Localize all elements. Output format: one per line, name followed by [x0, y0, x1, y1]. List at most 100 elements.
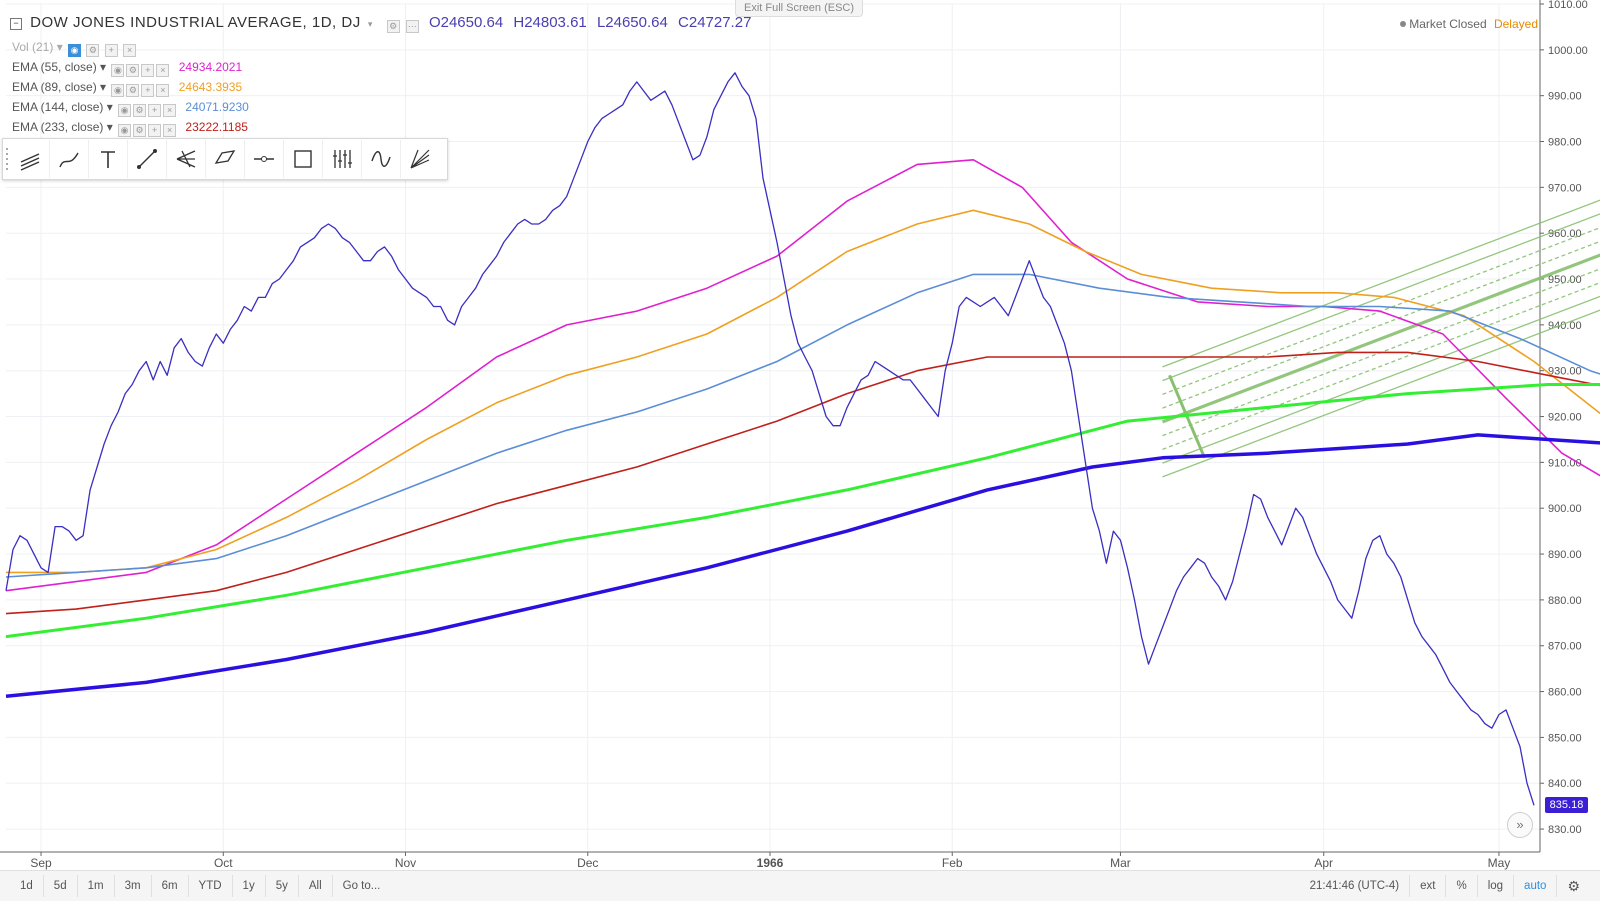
pattern-icon[interactable] [206, 140, 245, 178]
close-icon[interactable]: × [163, 124, 177, 137]
y-tick-label: 890.00 [1548, 549, 1582, 561]
horizontal-line-icon[interactable] [245, 140, 284, 178]
y-tick-label: 930.00 [1548, 366, 1582, 378]
ema-series-line [5, 273, 1600, 578]
y-tick-label: 980.00 [1548, 137, 1582, 149]
y-tick-label: 840.00 [1548, 778, 1582, 790]
goto-button[interactable]: Go to... [342, 880, 381, 892]
ema-series-line [5, 433, 1600, 698]
y-tick-label: 880.00 [1548, 595, 1582, 607]
x-tick-label: Nov [395, 856, 416, 870]
x-tick-label: May [1488, 856, 1511, 870]
y-tick-label: 1010.00 [1548, 0, 1588, 11]
volume-indicator[interactable]: Vol (21) ▾ ◉ ⚙ + × [12, 40, 137, 57]
indicator-label: EMA (55, close) [12, 60, 97, 74]
y-tick-label: 1000.00 [1548, 45, 1588, 57]
indicator-label: EMA (89, close) [12, 80, 97, 94]
range-3m[interactable]: 3m [115, 875, 152, 897]
toggle-percent[interactable]: % [1446, 875, 1478, 897]
settings-icon[interactable]: ⚙ [133, 124, 147, 137]
range-5y[interactable]: 5y [266, 875, 299, 897]
settings-icon[interactable]: ⚙ [133, 104, 147, 117]
add-icon[interactable]: + [104, 44, 118, 57]
indicator-value: 24071.9230 [185, 100, 249, 114]
x-tick-label: Sep [30, 856, 52, 870]
range-6m[interactable]: 6m [152, 875, 189, 897]
chevron-down-icon[interactable]: ▾ [367, 19, 373, 29]
indicator-label: EMA (144, close) [12, 100, 104, 114]
pitchfork-icon[interactable] [167, 140, 206, 178]
channel-line [1161, 253, 1600, 424]
eye-icon[interactable]: ◉ [118, 104, 132, 117]
ohlc-high: H24803.61 [513, 14, 587, 31]
bottom-toolbar: 1d 5d 1m 3m 6m YTD 1y 5y All Go to... 21… [0, 870, 1600, 901]
close-icon[interactable]: × [123, 44, 137, 57]
settings-icon[interactable]: ⚙ [386, 20, 400, 33]
rectangle-icon[interactable] [284, 140, 323, 178]
indicator-ema-233[interactable]: EMA (233, close) ▾ ◉ ⚙ + × 23222.1185 [12, 120, 248, 137]
indicator-value: 24643.3935 [178, 80, 243, 94]
scroll-to-realtime-icon[interactable]: » [1507, 812, 1533, 838]
market-status-text: Market Closed [1409, 17, 1487, 31]
indicator-ema-144[interactable]: EMA (144, close) ▾ ◉ ⚙ + × 24071.9230 [12, 100, 249, 117]
settings-icon[interactable]: ⚙ [126, 84, 140, 97]
toggle-auto[interactable]: auto [1514, 875, 1558, 897]
fib-fan-icon[interactable] [401, 140, 439, 178]
y-tick-label: 830.00 [1548, 824, 1582, 836]
collapse-icon[interactable]: − [10, 18, 22, 30]
chart-legend: − DOW JONES INDUSTRIAL AVERAGE, 1D, DJ ▾… [10, 14, 751, 33]
toggle-ext[interactable]: ext [1410, 875, 1447, 897]
range-all[interactable]: All [299, 875, 333, 897]
range-ytd[interactable]: YTD [189, 875, 233, 897]
y-tick-label: 870.00 [1548, 641, 1582, 653]
add-icon[interactable]: + [141, 84, 155, 97]
y-tick-label: 960.00 [1548, 228, 1582, 240]
y-tick-label: 900.00 [1548, 503, 1582, 515]
y-tick-label: 990.00 [1548, 91, 1582, 103]
gear-icon[interactable]: ⚙ [1567, 878, 1580, 894]
text-icon[interactable] [89, 140, 128, 178]
symbol-title[interactable]: DOW JONES INDUSTRIAL AVERAGE, 1D, DJ [30, 14, 361, 31]
indicator-value: 24934.2021 [178, 60, 243, 74]
eye-icon[interactable]: ◉ [111, 84, 125, 97]
y-tick-label: 920.00 [1548, 412, 1582, 424]
exit-fullscreen-button[interactable]: Exit Full Screen (ESC) [735, 0, 864, 17]
range-1m[interactable]: 1m [78, 875, 115, 897]
settings-icon[interactable]: ⚙ [126, 64, 140, 77]
x-tick-label: Apr [1314, 856, 1333, 870]
range-1d[interactable]: 1d [10, 875, 44, 897]
y-tick-label: 950.00 [1548, 274, 1582, 286]
close-icon[interactable]: × [156, 64, 170, 77]
settings-icon[interactable]: ⚙ [86, 44, 100, 57]
indicator-ema-89[interactable]: EMA (89, close) ▾ ◉ ⚙ + × 24643.3935 [12, 80, 243, 97]
line-icon[interactable] [128, 140, 167, 178]
more-icon[interactable]: ⋯ [405, 20, 419, 33]
ema-series-line [6, 209, 1600, 574]
add-icon[interactable]: + [148, 124, 162, 137]
indicator-ema-55[interactable]: EMA (55, close) ▾ ◉ ⚙ + × 24934.2021 [12, 60, 243, 77]
measure-icon[interactable] [323, 140, 362, 178]
y-tick-label: 850.00 [1548, 732, 1582, 744]
range-1y[interactable]: 1y [233, 875, 266, 897]
add-icon[interactable]: + [148, 104, 162, 117]
trend-lines-icon[interactable] [11, 140, 50, 178]
drawing-toolbar [2, 138, 448, 180]
clock: 21:41:46 (UTC-4) [1300, 875, 1411, 897]
close-icon[interactable]: × [156, 84, 170, 97]
indicator-value: 23222.1185 [185, 120, 248, 134]
ema-series-line [5, 159, 1600, 592]
ema-series-line [5, 383, 1600, 639]
close-icon[interactable]: × [163, 104, 177, 117]
eye-icon[interactable]: ◉ [118, 124, 132, 137]
channel-line [1162, 226, 1600, 395]
brush-icon[interactable] [50, 140, 89, 178]
drag-handle-icon[interactable] [3, 139, 11, 179]
toggle-log[interactable]: log [1478, 875, 1515, 897]
y-tick-label: 940.00 [1548, 320, 1582, 332]
eye-icon[interactable]: ◉ [68, 44, 82, 57]
eye-icon[interactable]: ◉ [111, 64, 125, 77]
add-icon[interactable]: + [141, 64, 155, 77]
wave-icon[interactable] [362, 140, 401, 178]
range-5d[interactable]: 5d [44, 875, 78, 897]
